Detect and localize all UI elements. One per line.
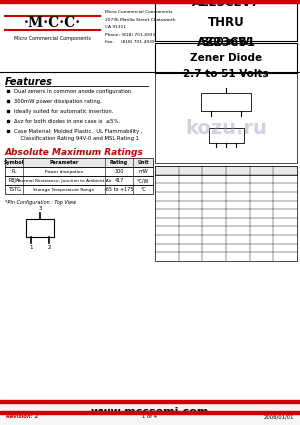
Bar [26,219,54,237]
Bar [155,73,297,163]
Text: Ideally suited for automatic insertion.: Ideally suited for automatic insertion. [14,109,113,114]
Text: 2008/01/01: 2008/01/01 [263,414,294,419]
Text: 2: 2 [47,245,51,250]
Text: kozu.ru: kozu.ru [185,119,267,138]
Text: mW: mW [138,169,148,174]
Text: AZ23C2V7
THRU
AZ23C51: AZ23C2V7 THRU AZ23C51 [192,0,260,48]
Bar [201,93,251,111]
Text: 20736 Marilla Street Chatsworth: 20736 Marilla Street Chatsworth [105,17,176,22]
Text: Storage Temperature Range: Storage Temperature Range [33,187,94,192]
Text: Fax:     (818) 701-4939: Fax: (818) 701-4939 [105,40,154,44]
Text: Unit: Unit [137,160,149,165]
Text: Micro Commercial Components: Micro Commercial Components [105,10,172,14]
Bar [0,400,300,425]
Text: TSTG: TSTG [8,187,20,192]
Text: -65 to +175: -65 to +175 [104,187,134,192]
Text: Power dissipation: Power dissipation [45,170,83,173]
Text: ·M·C·C·: ·M·C·C· [24,16,81,30]
Text: PL: PL [11,169,17,174]
Text: Micro Commercial Components: Micro Commercial Components [14,36,91,41]
Bar [5,185,153,194]
Text: Features: Features [5,77,53,87]
Text: 300 mW
Zener Diode
2.7 to 51 Volts: 300 mW Zener Diode 2.7 to 51 Volts [183,37,269,79]
Bar [0,400,300,402]
Text: Parameter: Parameter [50,160,79,165]
Bar [208,128,244,143]
Text: Revision: 2: Revision: 2 [6,414,38,419]
Text: Case Material: Molded Plastic.  UL Flammability ,
    Classification Rating 94V-: Case Material: Molded Plastic. UL Flamma… [14,129,142,141]
Bar [155,43,297,73]
Text: RθJA: RθJA [8,178,20,183]
Bar [5,176,153,185]
Bar [155,3,297,41]
Bar [0,411,300,414]
Text: www.mccsemi.com: www.mccsemi.com [91,407,209,417]
Text: Absolute Maximum Ratings: Absolute Maximum Ratings [5,148,144,157]
Bar [155,166,297,261]
Text: °C/W: °C/W [137,178,149,183]
Text: CA 91311: CA 91311 [105,25,126,29]
Text: Δvz for both diodes in one case is  ≤5%.: Δvz for both diodes in one case is ≤5%. [14,119,120,124]
Text: °C: °C [140,187,146,192]
Text: Symbol: Symbol [4,160,24,165]
Text: 1: 1 [29,245,33,250]
Bar [155,166,297,175]
Text: Rating: Rating [110,160,128,165]
Text: 417: 417 [114,178,124,183]
Text: 300: 300 [114,169,124,174]
Text: *Pin Configuration : Top View: *Pin Configuration : Top View [5,200,76,205]
Text: Thermal Resistance, Junction to Ambient Air: Thermal Resistance, Junction to Ambient … [16,178,112,182]
Bar [5,167,153,176]
Bar [5,158,153,167]
Text: Phone: (818) 701-4933: Phone: (818) 701-4933 [105,32,155,37]
Text: Dual zeners in common anode configuration.: Dual zeners in common anode configuratio… [14,89,133,94]
Text: 3: 3 [38,206,42,211]
Bar [0,0,300,3]
Text: 1 of 4: 1 of 4 [142,414,158,419]
Text: 300mW power dissipation rating.: 300mW power dissipation rating. [14,99,102,104]
